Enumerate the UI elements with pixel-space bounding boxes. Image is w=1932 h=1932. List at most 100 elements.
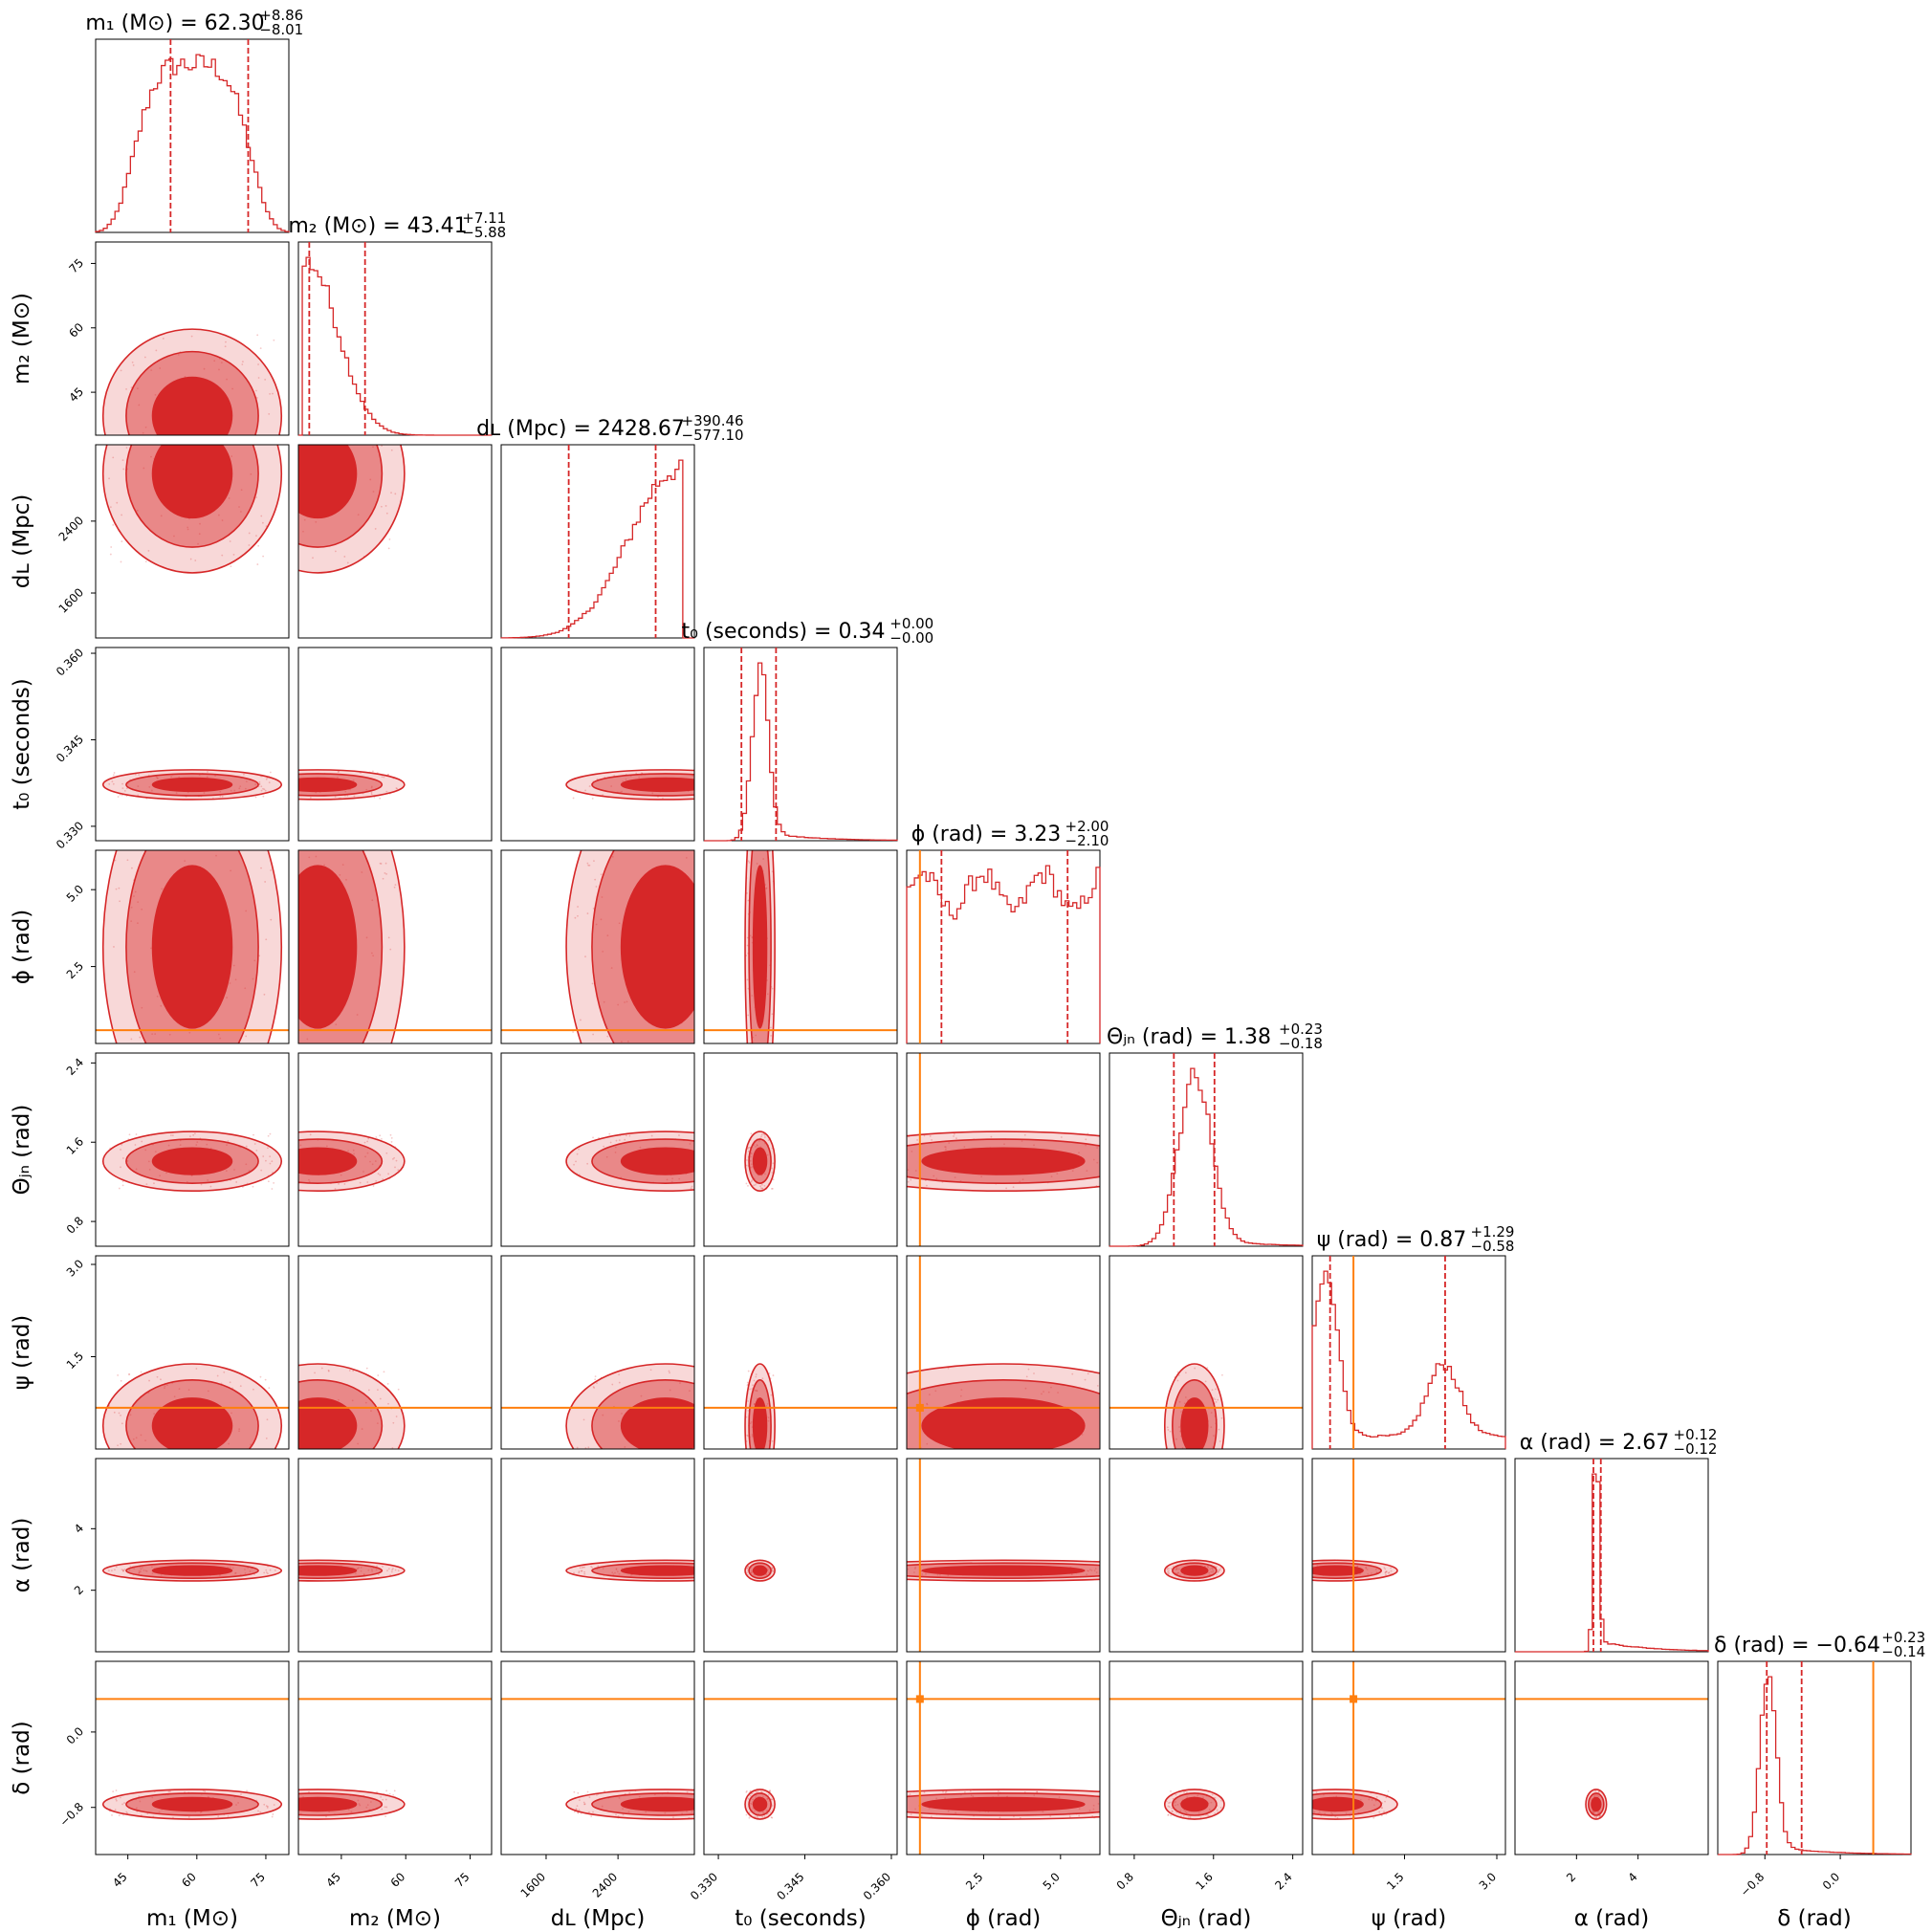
panel-frame xyxy=(297,1660,493,1855)
contour-2 xyxy=(298,777,358,793)
panel-t0-vs-m1 xyxy=(101,769,283,801)
panel-frame xyxy=(906,1052,1101,1247)
panel-psi-vs-m1 xyxy=(96,1363,289,1449)
hist-title-lower-delta: −0.14 xyxy=(1881,1643,1925,1660)
panel-frame xyxy=(297,647,493,842)
contour-2 xyxy=(620,1397,694,1449)
panel-alpha-vs-t0 xyxy=(744,1559,776,1582)
panel-delta-vs-t0 xyxy=(704,1698,897,1820)
panel-frame xyxy=(906,1458,1101,1653)
hist-title-m1: m₁ (M⊙) = 62.30 xyxy=(85,11,264,35)
panel-delta-vs-phi xyxy=(907,1661,1100,1855)
contour-2 xyxy=(298,1147,358,1175)
contour-2 xyxy=(620,1796,694,1812)
contour-2 xyxy=(620,1147,694,1175)
contour-2 xyxy=(151,1397,233,1449)
panel-theta_jn-vs-m1 xyxy=(101,1131,283,1193)
y-tick-dL: 2400 xyxy=(56,514,86,543)
y-tick-phi: 2.5 xyxy=(64,959,86,981)
contour-2 xyxy=(151,445,233,519)
hist-m2 xyxy=(298,256,492,436)
y-axis-label-phi: ϕ (rad) xyxy=(10,910,34,985)
hist-frame-psi xyxy=(1311,1255,1506,1450)
contour-2 xyxy=(298,445,358,519)
contour-2 xyxy=(752,865,768,1029)
panel-dL-vs-m2 xyxy=(298,445,406,574)
hist-psi xyxy=(1311,1270,1506,1449)
y-tick-theta_jn: 2.4 xyxy=(64,1056,86,1078)
hist-m1 xyxy=(95,54,290,232)
x-tick-m2: 45 xyxy=(323,1870,343,1890)
y-tick-t0: 0.330 xyxy=(54,819,86,851)
hist-phi xyxy=(906,865,1101,1043)
x-tick-m1: 75 xyxy=(248,1870,268,1890)
panel-theta_jn-vs-m2 xyxy=(298,1131,406,1192)
x-tick-theta_jn: 1.6 xyxy=(1193,1870,1215,1892)
x-tick-dL: 1600 xyxy=(518,1870,548,1899)
hist-title-lower-m2: −5.88 xyxy=(462,224,506,241)
labels-layer: m₁ (M⊙) = 62.30+8.86−8.01 m₂ (M⊙) = 43.41… xyxy=(10,7,1925,1931)
y-tick-theta_jn: 1.6 xyxy=(64,1134,86,1156)
panel-alpha-vs-phi xyxy=(907,1459,1100,1652)
cells-layer xyxy=(91,38,1912,1859)
truth-marker xyxy=(1350,1695,1358,1703)
hist-frame-theta_jn xyxy=(1109,1052,1304,1247)
panel-frame xyxy=(500,1255,695,1450)
x-tick-phi: 5.0 xyxy=(1041,1870,1063,1892)
x-tick-m1: 60 xyxy=(179,1870,199,1890)
panel-alpha-vs-theta_jn xyxy=(1163,1559,1225,1582)
y-axis-label-m2: m₂ (M⊙) xyxy=(10,293,34,384)
panel-delta-vs-m1 xyxy=(96,1698,289,1820)
y-axis-label-delta: δ (rad) xyxy=(10,1721,34,1794)
panel-frame xyxy=(500,849,695,1044)
x-tick-t0: 0.360 xyxy=(861,1870,893,1902)
panel-frame xyxy=(95,1255,290,1450)
panel-frame xyxy=(95,444,290,639)
contour-2 xyxy=(921,1397,1086,1449)
panel-frame xyxy=(1311,1660,1506,1855)
panel-frame xyxy=(1109,1255,1304,1450)
hist-frame-m2 xyxy=(297,241,493,436)
hist-title-lower-alpha: −0.12 xyxy=(1674,1440,1718,1458)
x-axis-label-t0: t₀ (seconds) xyxy=(735,1906,867,1931)
hist-theta_jn xyxy=(1109,1067,1304,1247)
contour-2 xyxy=(298,1796,358,1812)
panel-frame xyxy=(1109,1660,1304,1855)
hist-title-lower-dL: −577.10 xyxy=(682,427,744,444)
truth-marker xyxy=(915,1695,924,1703)
panel-delta-vs-psi xyxy=(1312,1661,1505,1855)
hist-alpha xyxy=(1515,1473,1709,1653)
panel-frame xyxy=(703,1255,898,1450)
contour-2 xyxy=(151,1147,233,1175)
panel-frame xyxy=(1109,1458,1304,1653)
panel-frame xyxy=(297,849,493,1044)
x-axis-label-phi: ϕ (rad) xyxy=(966,1906,1042,1931)
panel-frame xyxy=(95,1458,290,1653)
x-axis-label-delta: δ (rad) xyxy=(1777,1906,1851,1931)
panel-phi-vs-m1 xyxy=(96,850,289,1043)
y-tick-phi: 5.0 xyxy=(64,882,86,904)
contour-2 xyxy=(151,1796,233,1812)
x-tick-psi: 1.5 xyxy=(1384,1870,1406,1892)
contour-2 xyxy=(151,1565,233,1576)
contour-2 xyxy=(620,865,694,1029)
panel-psi-vs-theta_jn xyxy=(1109,1363,1303,1449)
y-axis-label-psi: ψ (rad) xyxy=(10,1315,34,1391)
contour-2 xyxy=(298,1397,358,1449)
y-axis-label-t0: t₀ (seconds) xyxy=(10,678,34,810)
panel-frame xyxy=(703,1458,898,1653)
y-tick-m2: 75 xyxy=(66,256,86,276)
panel-delta-vs-alpha xyxy=(1515,1698,1708,1820)
hist-title-upper-theta_jn: +0.23 xyxy=(1279,1021,1323,1038)
x-axis-label-m2: m₂ (M⊙) xyxy=(349,1906,441,1931)
x-tick-theta_jn: 2.4 xyxy=(1272,1870,1294,1892)
y-axis-label-theta_jn: Θⱼₙ (rad) xyxy=(10,1105,34,1196)
y-tick-alpha: 2 xyxy=(72,1583,86,1597)
y-tick-psi: 1.5 xyxy=(64,1350,86,1372)
x-tick-t0: 0.330 xyxy=(688,1870,720,1902)
hist-title-lower-theta_jn: −0.18 xyxy=(1279,1035,1323,1052)
hist-title-upper-phi: +2.00 xyxy=(1065,818,1109,835)
hist-title-lower-t0: −0.00 xyxy=(889,629,933,647)
panel-frame xyxy=(1311,1458,1506,1653)
panel-frame xyxy=(297,1255,493,1450)
